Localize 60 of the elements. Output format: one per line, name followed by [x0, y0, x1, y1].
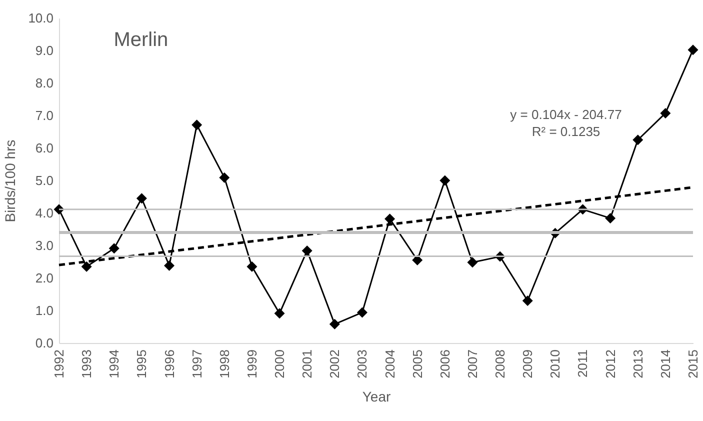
x-axis-title: Year	[362, 388, 391, 404]
point	[329, 318, 340, 330]
x-tick-label: 1992	[52, 350, 66, 378]
x-tick-label: 1999	[244, 350, 260, 378]
annotation: y = 0.104x - 204.77	[510, 107, 622, 122]
point	[522, 296, 533, 306]
y-tick-label: 3.0	[35, 238, 54, 253]
point	[412, 254, 423, 266]
point	[356, 307, 368, 318]
point	[108, 243, 120, 254]
point	[81, 261, 92, 272]
x-tick-label: 1993	[79, 350, 94, 378]
x-tick-label: 1998	[216, 350, 232, 378]
x-tick-label: 2008	[492, 350, 508, 378]
y-tick-label: 7.0	[35, 108, 54, 123]
x-tick-label: 2012	[602, 350, 618, 378]
point	[136, 193, 147, 204]
annotation: R² = 0.1235	[532, 124, 600, 139]
y-tick-label: 0.0	[35, 336, 54, 350]
y-axis-title: Birds/100 hrs	[2, 140, 18, 222]
y-tick-label: 9.0	[35, 43, 54, 58]
text: Merlin	[114, 29, 168, 51]
x-tick-label: 2004	[382, 350, 398, 378]
x-tick-label: 1997	[189, 350, 204, 378]
x-tick-label: 1994	[106, 350, 122, 378]
point	[605, 212, 616, 224]
y-tick-label: 4.0	[35, 206, 54, 220]
point	[384, 214, 396, 224]
point	[467, 257, 478, 268]
point	[660, 108, 671, 118]
x-tick-label: 2007	[464, 350, 480, 378]
point	[274, 308, 285, 319]
point	[192, 120, 202, 130]
point	[246, 261, 258, 272]
y-tick-label: 2.0	[35, 270, 54, 286]
x-tick-label: 2010	[548, 350, 563, 378]
x-tick-label: 2001	[300, 350, 315, 378]
x-tick-label: 2009	[520, 350, 536, 378]
y-tick-label: 1.0	[35, 303, 54, 318]
y-tick-label: 5.0	[35, 173, 54, 188]
x-tick-label: 1995	[134, 350, 150, 378]
y-tick-label: 6.0	[35, 140, 54, 156]
point	[164, 260, 175, 271]
x-tick-label: 2006	[437, 350, 452, 378]
point	[632, 134, 644, 146]
x-tick-label: 2000	[272, 350, 288, 378]
x-tick-label: 2005	[410, 350, 425, 378]
x-tick-label: 2013	[630, 350, 646, 378]
point	[302, 245, 312, 256]
x-tick-label: 2014	[658, 350, 673, 378]
point	[219, 172, 230, 183]
x-tick-label: 2002	[327, 350, 342, 378]
x-tick-label: 2015	[686, 350, 700, 378]
point	[688, 44, 698, 56]
y-tick-label: 8.0	[35, 76, 54, 90]
y-tick-label: 10.0	[28, 10, 54, 26]
x-tick-label: 1996	[162, 350, 177, 378]
x-tick-label: 2003	[354, 350, 370, 378]
x-tick-label: 2011	[575, 350, 590, 378]
point	[440, 175, 450, 186]
